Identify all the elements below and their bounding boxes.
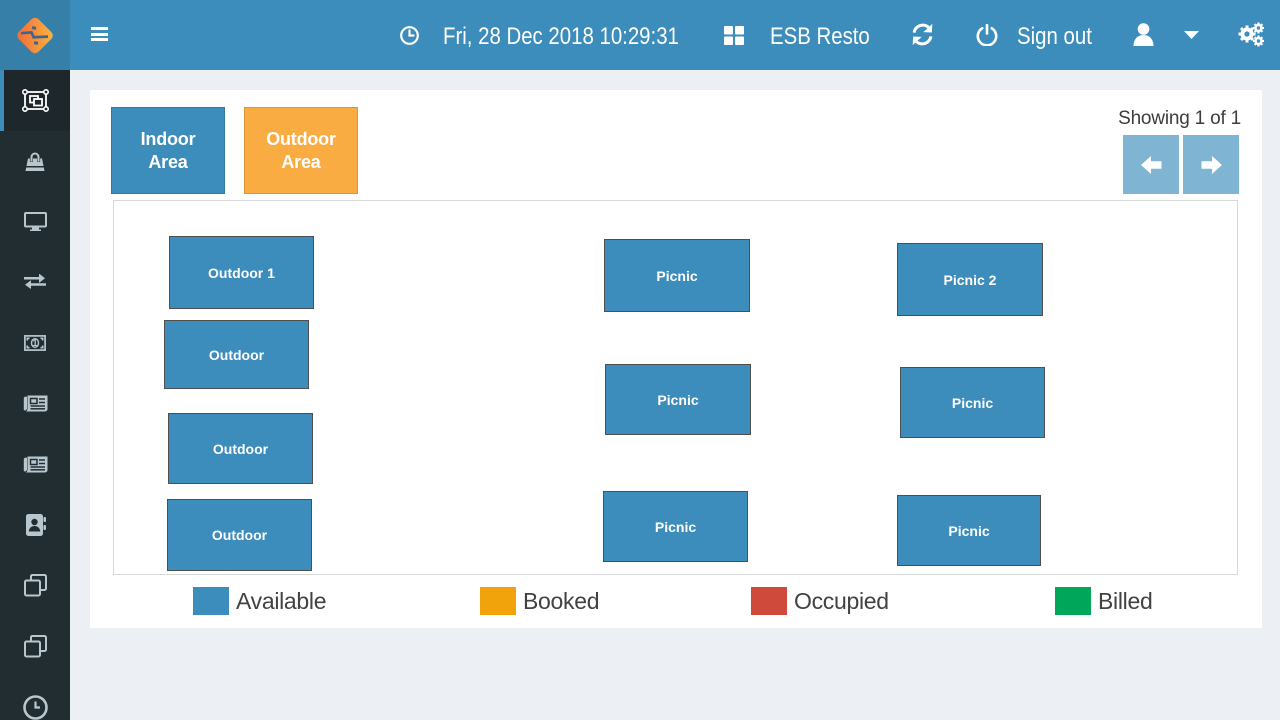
svg-text:1: 1: [32, 338, 37, 348]
